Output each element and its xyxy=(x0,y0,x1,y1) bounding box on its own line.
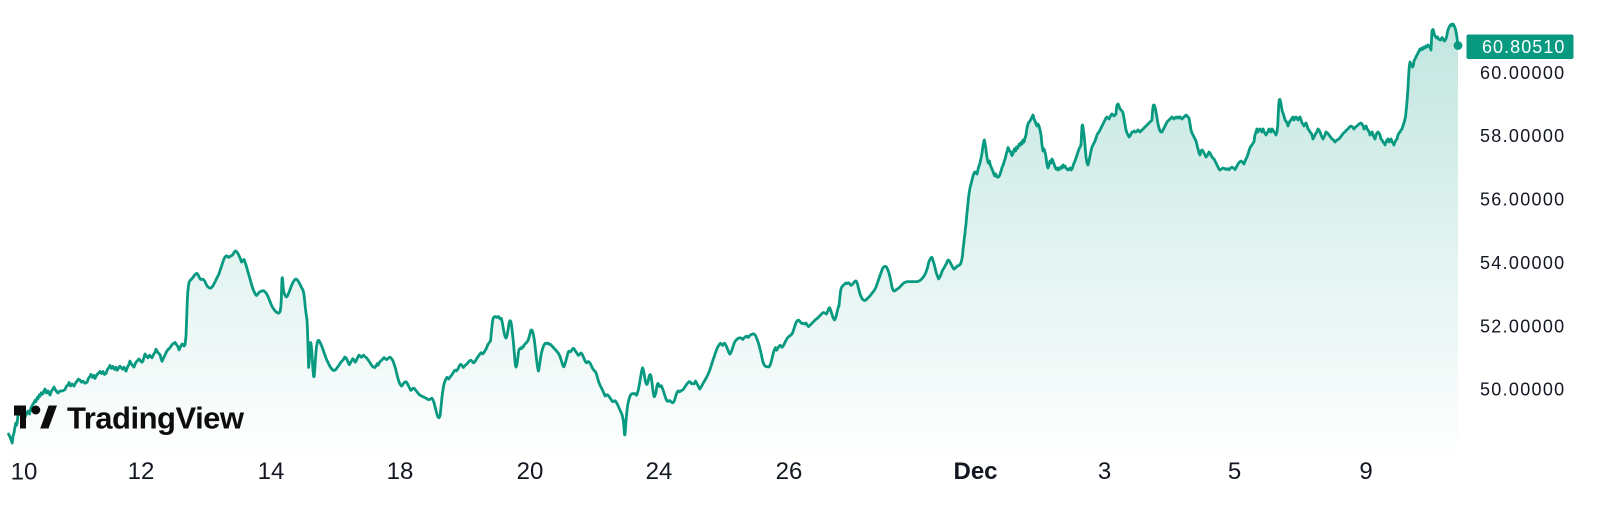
svg-text:24: 24 xyxy=(646,458,673,485)
svg-text:20: 20 xyxy=(517,458,544,485)
svg-text:56.00000: 56.00000 xyxy=(1480,190,1565,210)
svg-text:TradingView: TradingView xyxy=(67,401,245,436)
svg-text:26: 26 xyxy=(776,458,803,485)
svg-text:54.00000: 54.00000 xyxy=(1480,253,1565,273)
svg-text:10: 10 xyxy=(11,459,38,486)
svg-text:Dec: Dec xyxy=(953,458,997,485)
svg-text:3: 3 xyxy=(1098,458,1111,485)
svg-text:52.00000: 52.00000 xyxy=(1480,317,1565,337)
svg-text:5: 5 xyxy=(1228,458,1241,485)
svg-text:9: 9 xyxy=(1359,458,1372,485)
svg-text:14: 14 xyxy=(258,458,285,485)
svg-text:60.00000: 60.00000 xyxy=(1480,63,1565,83)
svg-text:58.00000: 58.00000 xyxy=(1480,126,1565,146)
svg-text:18: 18 xyxy=(387,458,414,485)
svg-text:12: 12 xyxy=(128,458,155,485)
svg-text:50.00000: 50.00000 xyxy=(1480,380,1565,400)
svg-text:60.80510: 60.80510 xyxy=(1482,37,1565,57)
